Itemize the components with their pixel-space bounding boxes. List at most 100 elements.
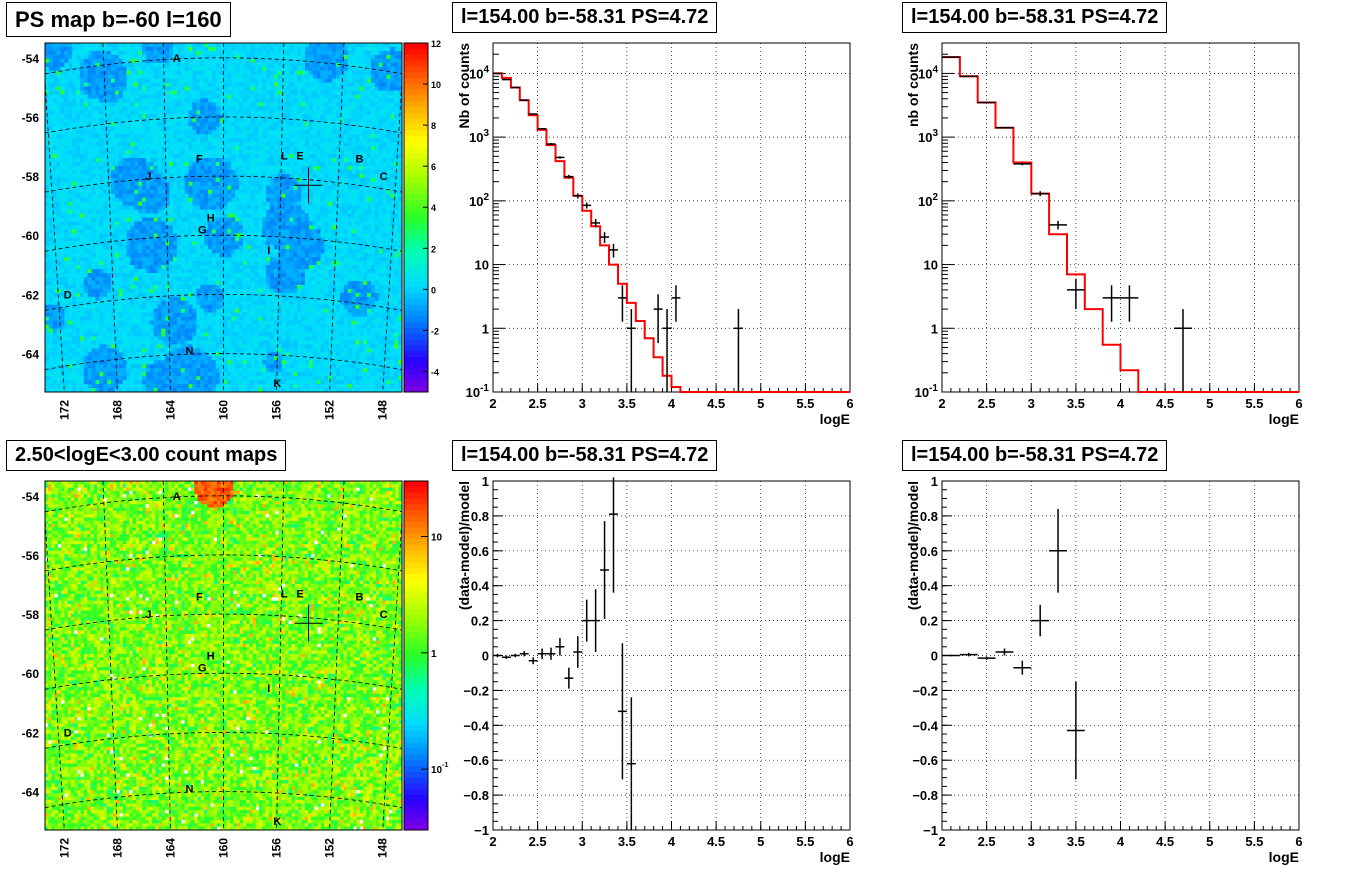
heatmap-cell <box>219 229 224 234</box>
heatmap-cell <box>347 241 352 246</box>
heatmap-cell <box>87 249 92 254</box>
heatmap-cell <box>359 158 364 163</box>
heatmap-cell <box>118 118 124 123</box>
heatmap-cell <box>184 161 189 167</box>
heatmap-cell <box>398 225 403 230</box>
heatmap-cell <box>285 90 290 95</box>
heatmap-cell <box>180 233 186 238</box>
heatmap-cell <box>134 130 139 135</box>
heatmap-cell <box>153 102 158 107</box>
heatmap-cell <box>308 98 314 103</box>
heatmap-cell <box>343 94 349 99</box>
heatmap-cell <box>114 94 120 99</box>
heatmap-cell <box>138 221 143 226</box>
heatmap-cell <box>188 193 193 199</box>
heatmap-cell <box>196 70 201 76</box>
heatmap-cell <box>270 142 275 147</box>
heatmap-cell <box>297 102 302 107</box>
heatmap-cell <box>250 237 255 242</box>
heatmap-cell <box>266 181 271 187</box>
heatmap-cell <box>122 62 127 68</box>
heatmap-cell <box>363 74 368 80</box>
heatmap-cell <box>355 241 360 246</box>
heatmap-cell <box>204 189 209 195</box>
heatmap-cell <box>378 229 383 234</box>
heatmap-cell <box>301 130 306 135</box>
heatmap-cell <box>343 114 349 119</box>
heatmap-cell <box>277 169 283 175</box>
heatmap-cell <box>301 43 306 48</box>
heatmap-cell <box>370 221 376 226</box>
heatmap-cell <box>157 110 162 115</box>
heatmap-cell <box>126 146 131 151</box>
heatmap-cell <box>184 237 189 242</box>
heatmap-cell <box>347 173 352 179</box>
heatmap-cell <box>176 86 182 91</box>
heatmap-cell <box>165 102 170 107</box>
heatmap-cell <box>254 161 259 167</box>
heatmap-cell <box>79 233 85 238</box>
heatmap-cell <box>83 82 89 88</box>
heatmap-cell <box>227 94 232 99</box>
heatmap-cell <box>60 74 65 80</box>
heatmap-cell <box>110 86 116 91</box>
heatmap-cell <box>312 98 318 103</box>
heatmap-cell <box>363 229 368 234</box>
heatmap-cell <box>343 201 349 207</box>
heatmap-cell <box>293 181 298 187</box>
heatmap-cell <box>266 193 271 199</box>
heatmap-cell <box>363 253 368 258</box>
heatmap-cell <box>304 249 310 254</box>
heatmap-cell <box>99 221 104 226</box>
heatmap-cell <box>273 46 279 52</box>
heatmap-cell <box>227 82 232 88</box>
heatmap-cell <box>114 86 120 91</box>
heatmap-cell <box>382 54 387 60</box>
heatmap-cell <box>250 229 255 234</box>
heatmap-cell <box>173 102 178 107</box>
heatmap-cell <box>370 138 376 143</box>
heatmap-cell <box>176 74 182 80</box>
heatmap-cell <box>64 193 69 199</box>
heatmap-cell <box>367 209 372 214</box>
heatmap-cell <box>142 169 147 175</box>
heatmap-cell <box>180 110 186 115</box>
heatmap-cell <box>114 118 120 123</box>
heatmap-cell <box>347 130 352 135</box>
heatmap-cell <box>64 78 69 84</box>
heatmap-cell <box>250 134 255 139</box>
heatmap-cell <box>169 241 174 246</box>
heatmap-cell <box>382 245 387 250</box>
heatmap-cell <box>157 98 162 103</box>
heatmap-cell <box>68 70 73 76</box>
heatmap-cell <box>219 58 224 64</box>
heatmap-cell <box>231 118 236 123</box>
heatmap-cell <box>246 82 252 88</box>
heatmap-cell <box>304 165 310 171</box>
heatmap-cell <box>398 86 403 91</box>
heatmap-cell <box>110 233 116 238</box>
heatmap-cell <box>301 193 306 199</box>
heatmap-cell <box>87 66 92 72</box>
heatmap-cell <box>215 173 221 179</box>
heatmap-cell <box>48 66 54 72</box>
heatmap-cell <box>130 50 135 56</box>
heatmap-cell <box>110 213 116 218</box>
heatmap-cell <box>188 82 193 88</box>
heatmap-cell <box>56 130 61 135</box>
heatmap-cell <box>76 66 81 72</box>
heatmap-cell <box>320 106 325 111</box>
heatmap-cell <box>114 161 120 167</box>
heatmap-cell <box>378 98 383 103</box>
heatmap-cell <box>239 154 244 159</box>
heatmap-cell <box>266 150 271 155</box>
heatmap-cell <box>196 201 201 207</box>
heatmap-cell <box>332 229 337 234</box>
heatmap-cell <box>204 154 209 159</box>
heatmap-cell <box>324 50 329 56</box>
heatmap-cell <box>250 193 255 199</box>
heatmap-cell <box>207 189 213 195</box>
heatmap-cell <box>231 106 236 111</box>
heatmap-cell <box>386 70 391 76</box>
heatmap-cell <box>176 217 182 222</box>
